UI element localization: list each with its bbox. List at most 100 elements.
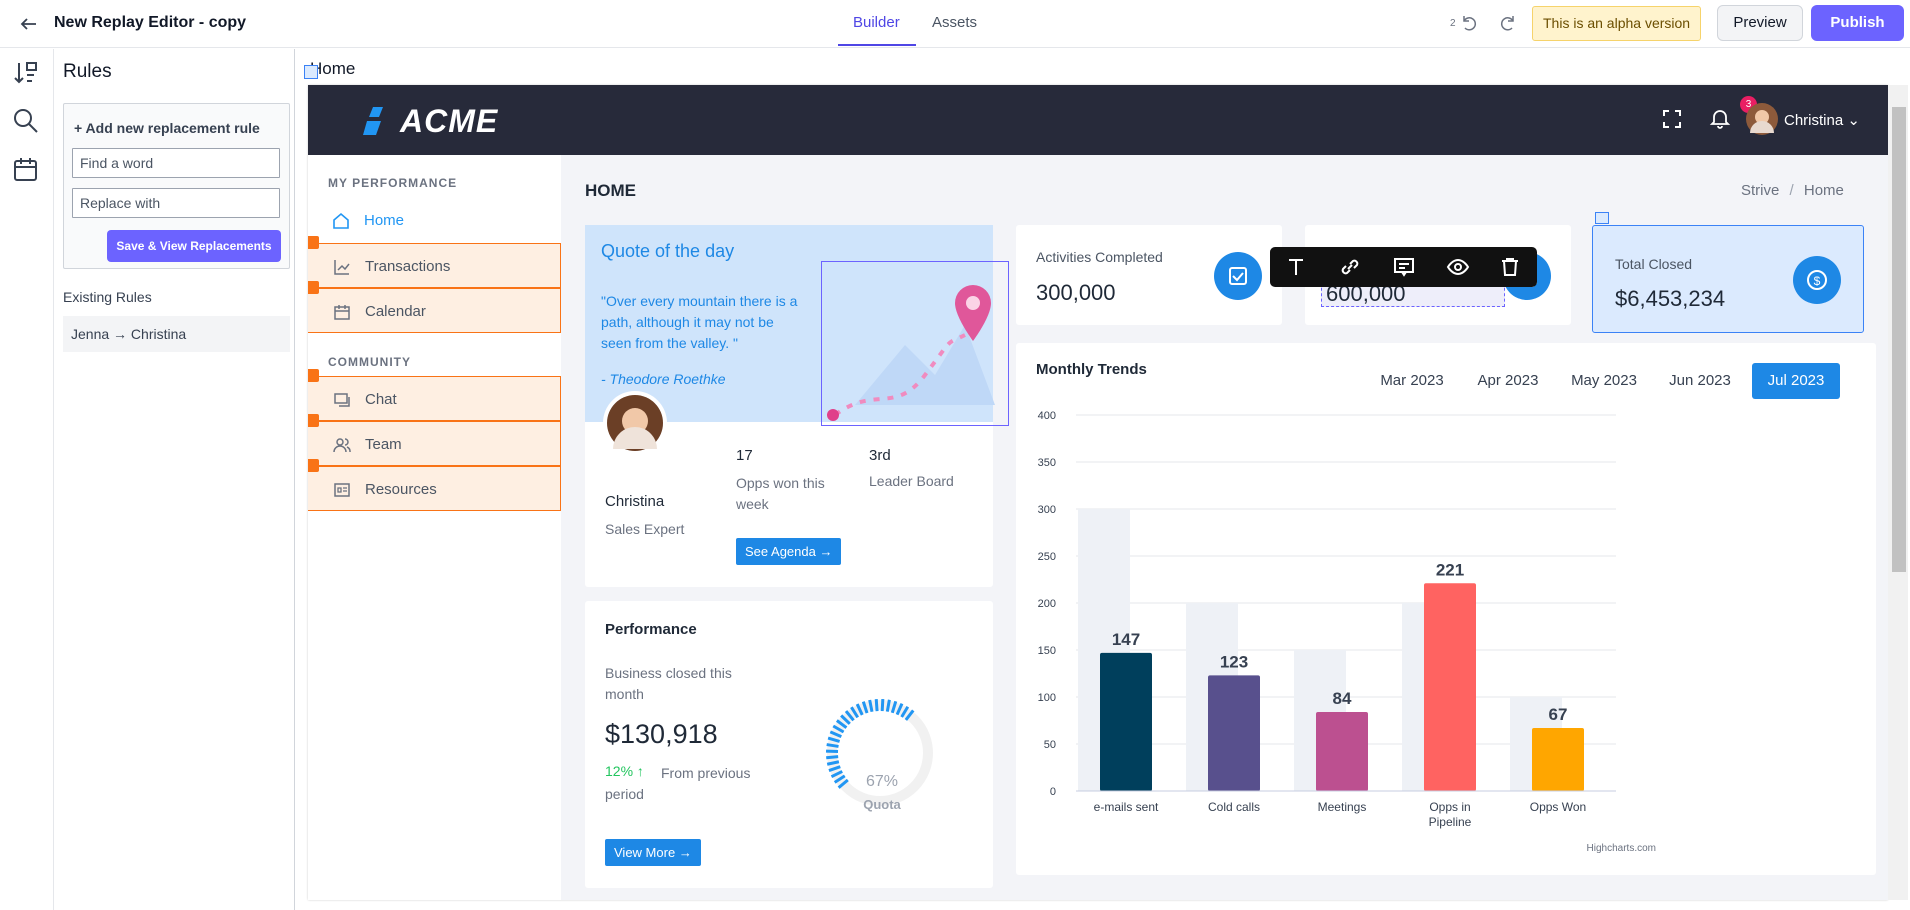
nav-label: Chat: [365, 391, 397, 408]
map-pin-illustration: [825, 265, 995, 425]
nav-item-transactions[interactable]: Transactions: [308, 243, 561, 288]
search-icon[interactable]: [12, 107, 40, 135]
publish-button[interactable]: Publish: [1811, 5, 1904, 41]
opps-won-value: 17: [736, 447, 753, 464]
bar-value-label: 221: [1436, 560, 1464, 579]
eye-icon[interactable]: [1446, 255, 1470, 279]
add-rule-heading: + Add new replacement rule: [74, 120, 260, 136]
gauge-tick: [833, 774, 846, 784]
nav-section-performance: MY PERFORMANCE: [328, 176, 458, 190]
text-tool-icon[interactable]: [1284, 255, 1308, 279]
gauge-tick: [850, 706, 860, 719]
calendar-icon[interactable]: [12, 155, 40, 183]
sort-rules-icon[interactable]: [12, 59, 40, 87]
nav-item-team[interactable]: Team: [308, 421, 561, 466]
link-tag-icon[interactable]: [308, 236, 319, 249]
canvas-scrollbar[interactable]: [1888, 85, 1908, 900]
nav-item-home[interactable]: Home: [308, 198, 561, 243]
performance-change: 12% ↑: [605, 763, 644, 779]
stat-value: 300,000: [1036, 280, 1116, 305]
quote-title: Quote of the day: [601, 241, 735, 261]
y-tick-label: 200: [1038, 598, 1056, 610]
home-icon: [332, 212, 350, 230]
bar-value-label: 84: [1333, 689, 1352, 708]
user-name: Christina: [1784, 112, 1844, 129]
app-preview: ACME 3 Christina ⌄ MY PERFORMANCE Home T…: [308, 85, 1888, 900]
scrollbar-thumb[interactable]: [1892, 107, 1906, 572]
nav-label: Team: [365, 436, 402, 453]
arrow-right-icon: →: [678, 845, 692, 860]
user-avatar[interactable]: [1746, 103, 1778, 135]
acme-logo-icon: [363, 105, 393, 137]
y-tick-label: 400: [1038, 410, 1056, 422]
undo-icon[interactable]: [1459, 13, 1479, 33]
leaderboard-label: Leader Board: [869, 473, 954, 489]
nav-item-chat[interactable]: Chat: [308, 376, 561, 421]
y-tick-label: 350: [1038, 457, 1056, 469]
save-view-replacements-button[interactable]: Save & View Replacements: [107, 230, 281, 262]
nav-label: Calendar: [365, 303, 426, 320]
profile-name: Christina: [605, 493, 665, 510]
link-tag-icon[interactable]: [308, 369, 319, 382]
see-agenda-button[interactable]: See Agenda →: [736, 538, 842, 565]
stat-card-activities: Activities Completed 300,000: [1016, 225, 1282, 325]
existing-rule-item[interactable]: Jenna → Christina: [63, 316, 290, 352]
profile-avatar: [603, 391, 667, 455]
month-button[interactable]: Apr 2023: [1477, 372, 1539, 389]
tab-assets[interactable]: Assets: [932, 14, 978, 31]
back-arrow-icon[interactable]: [18, 13, 40, 35]
month-button-active[interactable]: Jul 2023: [1752, 363, 1840, 399]
link-tool-icon[interactable]: [1338, 255, 1362, 279]
checkbox-icon: [1214, 252, 1262, 300]
arrow-right-icon: →: [819, 544, 833, 559]
gauge-tick: [840, 714, 851, 725]
bell-icon[interactable]: [1709, 107, 1731, 129]
fullscreen-icon[interactable]: [1662, 109, 1682, 129]
bar-value-label: 123: [1220, 652, 1248, 671]
gauge-tick: [829, 730, 842, 738]
redo-icon[interactable]: [1498, 13, 1518, 33]
trends-title: Monthly Trends: [1036, 361, 1147, 378]
comment-marker-icon[interactable]: [1595, 212, 1609, 224]
undo-count: 2: [1450, 18, 1456, 29]
trash-icon[interactable]: [1498, 255, 1522, 279]
bar-value-label: 147: [1112, 630, 1140, 649]
month-button[interactable]: Mar 2023: [1380, 372, 1444, 389]
arrow-up-icon: ↑: [636, 763, 644, 779]
bar: [1424, 583, 1476, 791]
profile-role: Sales Expert: [605, 521, 685, 537]
alpha-notice: This is an alpha version: [1532, 6, 1702, 41]
replace-with-input[interactable]: Replace with: [72, 188, 280, 218]
y-tick-label: 100: [1038, 692, 1056, 704]
nav-item-calendar[interactable]: Calendar: [308, 288, 561, 333]
y-tick-label: 0: [1050, 786, 1056, 798]
leaderboard-rank: 3rd: [869, 447, 891, 464]
quote-text: "Over every mountain there is a path, al…: [601, 293, 798, 351]
month-button[interactable]: May 2023: [1571, 372, 1637, 389]
preview-button[interactable]: Preview: [1717, 5, 1803, 41]
find-word-input[interactable]: Find a word: [72, 148, 280, 178]
element-toolbar: [1270, 247, 1537, 287]
x-axis-label: Opps Won: [1530, 800, 1586, 814]
link-tag-icon[interactable]: [308, 281, 319, 294]
opps-won-label: Opps won this week: [736, 475, 825, 512]
view-more-button[interactable]: View More →: [605, 839, 701, 866]
calendar-icon: [333, 303, 351, 321]
nav-item-resources[interactable]: Resources: [308, 466, 561, 511]
stat-card-total-closed[interactable]: Total Closed $6,453,234 $: [1592, 212, 1864, 333]
quota-gauge: [815, 691, 945, 811]
gauge-tick: [895, 703, 904, 716]
breadcrumb-root[interactable]: Strive: [1741, 182, 1780, 199]
month-button[interactable]: Jun 2023: [1669, 372, 1731, 389]
gauge-tick: [880, 698, 885, 712]
comment-marker-icon[interactable]: [304, 65, 318, 79]
user-menu[interactable]: Christina ⌄: [1784, 111, 1860, 129]
gauge-tick: [830, 770, 843, 779]
acme-logo-text: ACME: [400, 103, 499, 139]
tab-builder[interactable]: Builder: [853, 14, 900, 31]
comment-tool-icon[interactable]: [1392, 255, 1416, 279]
stat-title: Total Closed: [1615, 256, 1693, 272]
bar: [1100, 652, 1152, 791]
link-tag-icon[interactable]: [308, 414, 319, 427]
link-tag-icon[interactable]: [308, 459, 319, 472]
